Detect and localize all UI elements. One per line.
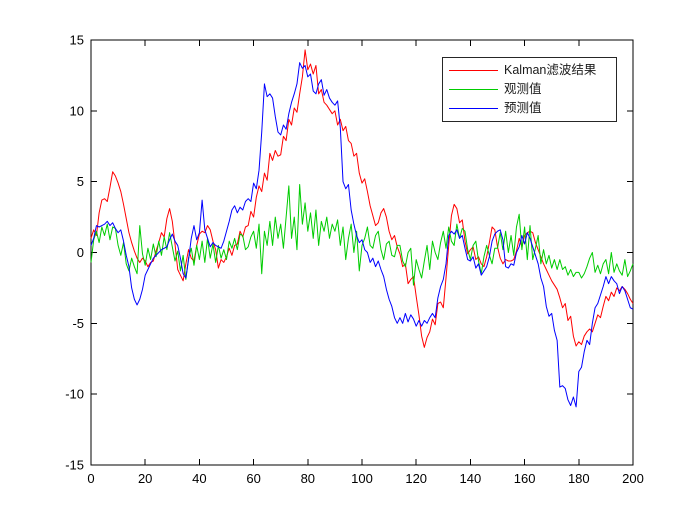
y-tick-label: -15	[65, 458, 84, 473]
y-tick-label: 15	[70, 33, 84, 48]
y-tick-label: -10	[65, 387, 84, 402]
x-tick-label: 40	[192, 471, 206, 486]
legend-label: Kalman滤波结果	[504, 63, 597, 78]
legend-label: 预测值	[504, 101, 542, 116]
x-tick-label: 200	[622, 471, 644, 486]
x-tick-label: 60	[246, 471, 260, 486]
x-tick-label: 80	[301, 471, 315, 486]
x-tick-label: 20	[138, 471, 152, 486]
x-tick-label: 120	[405, 471, 427, 486]
legend: Kalman滤波结果 观测值 预测值	[442, 57, 617, 122]
legend-line-sample-red	[449, 70, 498, 71]
x-tick-label: 160	[514, 471, 536, 486]
x-tick-label: 180	[568, 471, 590, 486]
legend-item-kalman: Kalman滤波结果	[443, 62, 616, 80]
y-tick-label: 0	[77, 245, 84, 260]
y-tick-label: -5	[72, 316, 84, 331]
legend-item-observed: 观测值	[443, 81, 616, 99]
legend-line-sample-blue	[449, 108, 498, 109]
series-line-0	[90, 49, 634, 348]
series-line-2	[90, 62, 634, 408]
legend-item-predicted: 预测值	[443, 100, 616, 118]
legend-line-sample-green	[449, 89, 498, 90]
legend-label: 观测值	[504, 82, 542, 97]
y-tick-label: 10	[70, 103, 84, 118]
x-tick-label: 0	[87, 471, 94, 486]
x-tick-label: 100	[351, 471, 373, 486]
x-tick-label: 140	[460, 471, 482, 486]
y-tick-label: 5	[77, 174, 84, 189]
